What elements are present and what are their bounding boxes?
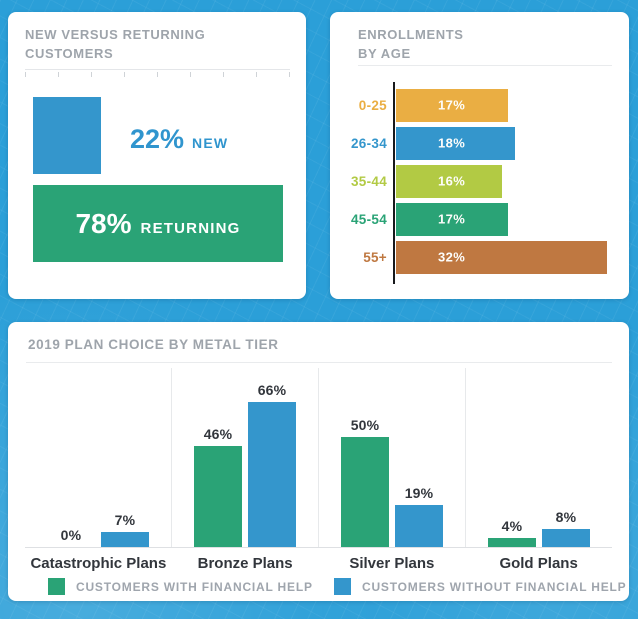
plan-category-labels: Catastrophic Plans Bronze Plans Silver Pla…	[25, 555, 612, 572]
age-title-line1: ENROLLMENTS	[358, 27, 464, 42]
enrollments-by-age-card: ENROLLMENTS BY AGE 0-25 17% 26-34 18% 35-44 1…	[330, 12, 629, 299]
age-title-line2: BY AGE	[358, 45, 411, 61]
new-vs-returning-title: NEW VERSUS RETURNING CUSTOMERS	[25, 27, 206, 61]
plan-category-label: Gold Plans	[499, 555, 578, 572]
age-bar: 18%	[396, 126, 515, 160]
plan-bar-group: 50%	[341, 417, 389, 547]
legend-item-with-help: CUSTOMERS WITH FINANCIAL HELP	[48, 578, 313, 595]
plan-column: 4% 8%	[466, 368, 612, 547]
plan-value-label: 7%	[114, 512, 136, 528]
legend-label-with-help: CUSTOMERS WITH FINANCIAL HELP	[76, 579, 313, 594]
age-value-label: 18%	[438, 135, 466, 151]
plan-value-label: 19%	[404, 485, 434, 501]
enrollments-by-age-title: ENROLLMENTS BY AGE	[358, 26, 558, 64]
plan-bar-without-help	[395, 505, 443, 547]
returning-customers-rect: 78% RETURNING	[33, 185, 283, 262]
new-customers-square	[33, 97, 101, 174]
plan-category-label: Silver Plans	[349, 555, 435, 572]
plan-value-label: 50%	[350, 417, 380, 433]
plan-bar-with-help	[488, 538, 536, 547]
age-row: 0-25 17%	[335, 86, 607, 124]
ruler-ticks	[25, 69, 290, 77]
plan-bar-group: 19%	[395, 485, 443, 547]
age-bar: 16%	[396, 164, 502, 198]
plan-column: 46% 66%	[172, 368, 319, 547]
age-category-label: 26-34	[350, 135, 387, 151]
divider	[358, 65, 612, 66]
plan-bar-group: 66%	[248, 382, 296, 547]
age-row: 35-44 16%	[335, 162, 607, 200]
plan-category-label: Bronze Plans	[197, 555, 293, 572]
plan-bar-with-help	[341, 437, 389, 547]
age-row: 55+ 32%	[335, 238, 607, 276]
age-value-label: 16%	[438, 173, 466, 189]
plan-bar-without-help	[101, 532, 149, 547]
plan-choice-card: 2019 PLAN CHOICE BY METAL TIER 0% 7% 46% 66…	[8, 322, 629, 601]
divider	[26, 362, 612, 363]
plan-value-label: 8%	[555, 509, 577, 525]
age-row: 45-54 17%	[335, 200, 607, 238]
age-category-label: 45-54	[350, 211, 387, 227]
age-value-label: 32%	[438, 249, 466, 265]
plan-value-label: 0%	[60, 527, 82, 543]
legend-item-without-help: CUSTOMERS WITHOUT FINANCIAL HELP	[334, 578, 627, 595]
age-row: 26-34 18%	[335, 124, 607, 162]
age-bar: 32%	[396, 240, 607, 274]
age-chart-axis	[393, 82, 395, 284]
age-value-label: 17%	[438, 211, 466, 227]
plan-value-label: 66%	[257, 382, 287, 398]
plan-bar-group: 0%	[47, 527, 95, 547]
plan-bar-group: 7%	[101, 512, 149, 547]
plan-bar-without-help	[248, 402, 296, 547]
age-category-label: 55+	[363, 249, 387, 265]
new-vs-returning-card: NEW VERSUS RETURNING CUSTOMERS 22% NEW 7…	[8, 12, 306, 299]
new-customers-label: NEW	[192, 135, 229, 151]
plan-category-label: Catastrophic Plans	[30, 555, 167, 572]
age-bar-chart: 0-25 17% 26-34 18% 35-44 16% 45-54 17% 55+ 32%	[335, 86, 607, 276]
new-customers-text: 22% NEW	[130, 124, 228, 155]
age-category-label: 35-44	[350, 173, 387, 189]
plan-grouped-bar-chart: 0% 7% 46% 66% 50% 19% 4% 8%	[25, 368, 612, 548]
legend-swatch-green	[48, 578, 65, 595]
returning-customers-value: 78%	[75, 207, 132, 239]
legend-label-without-help: CUSTOMERS WITHOUT FINANCIAL HELP	[362, 579, 627, 594]
legend-swatch-blue	[334, 578, 351, 595]
plan-bar-group: 8%	[542, 509, 590, 547]
plan-bar-group: 4%	[488, 518, 536, 547]
age-value-label: 17%	[438, 97, 466, 113]
age-bar: 17%	[396, 88, 508, 122]
returning-customers-label: RETURNING	[140, 219, 241, 237]
plan-column: 50% 19%	[319, 368, 466, 547]
plan-bar-group: 46%	[194, 426, 242, 547]
new-customers-value: 22%	[130, 124, 185, 154]
plan-value-label: 4%	[501, 518, 523, 534]
age-category-label: 0-25	[358, 97, 387, 113]
plan-bar-without-help	[542, 529, 590, 547]
plan-choice-title: 2019 PLAN CHOICE BY METAL TIER	[28, 337, 279, 352]
plan-column: 0% 7%	[25, 368, 172, 547]
plan-bar-with-help	[194, 446, 242, 547]
plan-value-label: 46%	[203, 426, 233, 442]
age-bar: 17%	[396, 202, 508, 236]
